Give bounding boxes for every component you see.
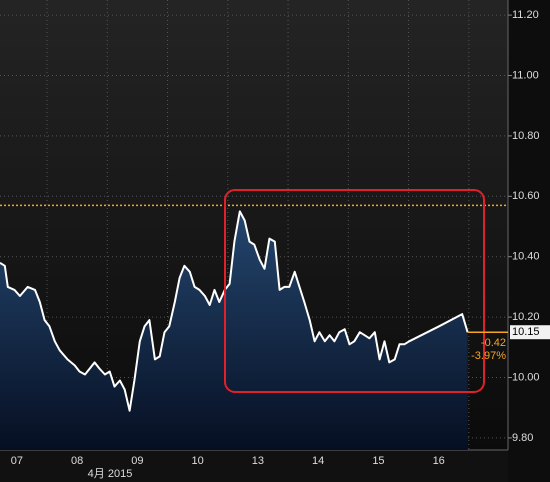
x-tick-label: 09 bbox=[131, 455, 143, 467]
y-tick-label: 10.20 bbox=[512, 311, 540, 323]
x-tick-label: 15 bbox=[372, 455, 384, 467]
x-tick-label: 10 bbox=[192, 455, 204, 467]
y-tick-label: 11.20 bbox=[512, 9, 539, 21]
last-value-box bbox=[510, 325, 550, 340]
highlight-box bbox=[224, 189, 485, 393]
month-label: 4月 2015 bbox=[88, 468, 133, 480]
axis-background bbox=[508, 0, 550, 482]
last-value-label: 10.15 bbox=[512, 326, 540, 338]
change-label: -0.42 bbox=[481, 337, 506, 349]
y-tick-label: 11.00 bbox=[512, 69, 539, 81]
x-tick-label: 08 bbox=[71, 455, 83, 467]
y-tick-label: 10.80 bbox=[512, 130, 540, 142]
area bbox=[0, 211, 468, 450]
y-tick-label: 10.00 bbox=[512, 371, 540, 383]
y-tick-label: 10.60 bbox=[512, 190, 540, 202]
y-tick-label: 9.80 bbox=[512, 432, 533, 444]
x-tick-label: 16 bbox=[433, 455, 445, 467]
x-tick-label: 07 bbox=[11, 455, 23, 467]
x-tick-label: 14 bbox=[312, 455, 324, 467]
change-pct-label: -3.97% bbox=[471, 350, 506, 362]
x-tick-label: 13 bbox=[252, 455, 264, 467]
price-line bbox=[0, 210, 469, 412]
y-tick-label: 10.40 bbox=[512, 251, 540, 263]
